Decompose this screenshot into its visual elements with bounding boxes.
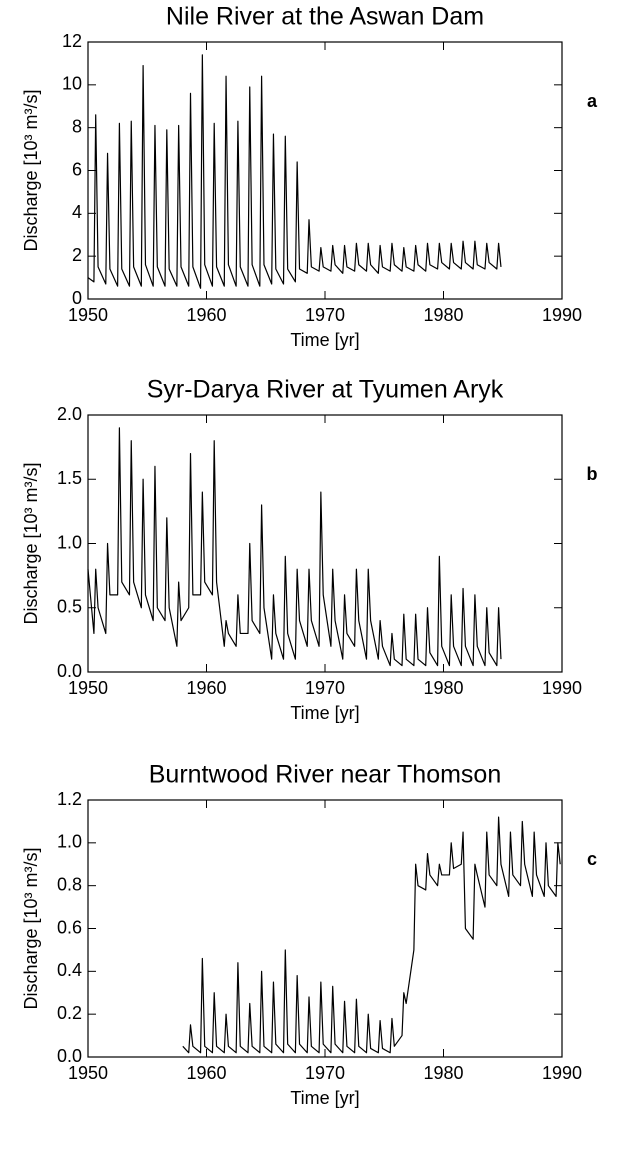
- y-tick-label: 2: [72, 245, 82, 265]
- x-tick-label: 1970: [305, 1063, 345, 1083]
- y-tick-label: 10: [62, 74, 82, 94]
- data-line: [87, 54, 502, 289]
- chart-title: Burntwood River near Thomson: [149, 761, 502, 789]
- x-tick-label: 1990: [542, 305, 582, 325]
- chart-title: Syr-Darya River at Tyumen Aryk: [147, 376, 504, 404]
- y-tick-label: 1.5: [57, 468, 82, 488]
- x-tick-label: 1990: [542, 678, 582, 698]
- x-axis-label: Time [yr]: [290, 703, 359, 723]
- x-tick-label: 1990: [542, 1063, 582, 1083]
- y-tick-label: 6: [72, 159, 82, 179]
- y-tick-label: 1.0: [57, 832, 82, 852]
- y-axis-label: Discharge [10³ m³/s]: [21, 89, 41, 251]
- x-tick-label: 1950: [68, 678, 108, 698]
- x-axis-label: Time [yr]: [290, 1088, 359, 1108]
- y-tick-label: 0: [72, 288, 82, 308]
- x-tick-label: 1960: [186, 678, 226, 698]
- data-line: [87, 427, 502, 667]
- x-tick-label: 1980: [423, 678, 463, 698]
- y-tick-label: 0.4: [57, 960, 82, 980]
- x-tick-label: 1970: [305, 678, 345, 698]
- y-axis-label: Discharge [10³ m³/s]: [21, 847, 41, 1009]
- x-tick-label: 1970: [305, 305, 345, 325]
- y-tick-label: 8: [72, 116, 82, 136]
- y-tick-label: 2.0: [57, 404, 82, 424]
- y-tick-label: 0.2: [57, 1003, 82, 1023]
- x-tick-label: 1980: [423, 305, 463, 325]
- y-tick-label: 0.8: [57, 874, 82, 894]
- y-tick-label: 1.0: [57, 532, 82, 552]
- x-tick-label: 1960: [186, 1063, 226, 1083]
- panel-label: c: [587, 849, 597, 869]
- plot-frame: [87, 799, 563, 1058]
- y-tick-label: 4: [72, 202, 82, 222]
- plot-frame: [87, 41, 563, 300]
- x-axis-label: Time [yr]: [290, 330, 359, 350]
- y-tick-label: 12: [62, 31, 82, 51]
- y-tick-label: 0.0: [57, 1046, 82, 1066]
- y-tick-label: 0.0: [57, 661, 82, 681]
- y-tick-label: 0.6: [57, 917, 82, 937]
- data-line: [182, 816, 561, 1054]
- y-tick-label: 1.2: [57, 789, 82, 809]
- x-tick-label: 1980: [423, 1063, 463, 1083]
- panel-label: b: [587, 464, 598, 484]
- x-tick-label: 1950: [68, 305, 108, 325]
- panel-label: a: [587, 91, 598, 111]
- plot-frame: [87, 414, 563, 673]
- x-tick-label: 1960: [186, 305, 226, 325]
- x-tick-label: 1950: [68, 1063, 108, 1083]
- chart-title: Nile River at the Aswan Dam: [166, 3, 484, 31]
- y-tick-label: 0.5: [57, 597, 82, 617]
- y-axis-label: Discharge [10³ m³/s]: [21, 462, 41, 624]
